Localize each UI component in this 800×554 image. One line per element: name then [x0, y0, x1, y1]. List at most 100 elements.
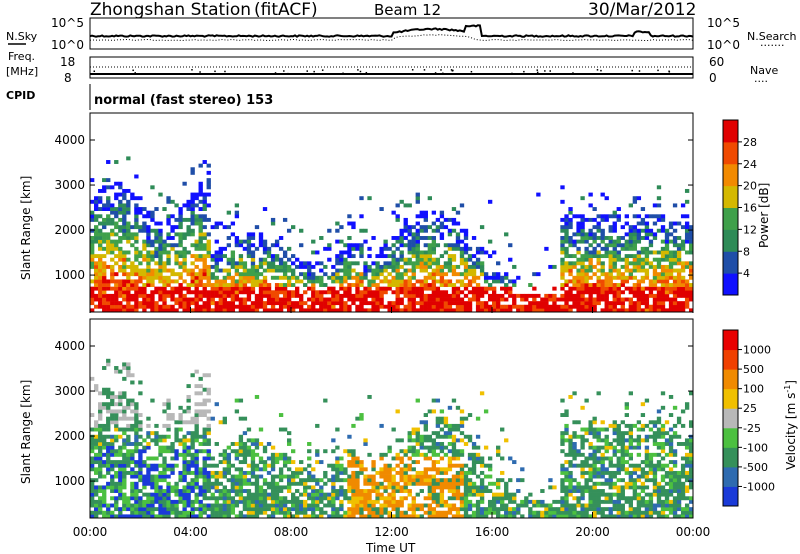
heatmap-cell	[182, 181, 187, 186]
heatmap-cell	[94, 286, 99, 291]
heatmap-cell	[110, 391, 115, 396]
heatmap-cell	[162, 492, 167, 497]
heatmap-cell	[246, 272, 252, 277]
heatmap-cell	[190, 507, 195, 512]
heatmap-cell	[415, 286, 420, 291]
heatmap-cell	[186, 225, 191, 230]
heatmap-cell	[254, 499, 260, 504]
heatmap-cell	[584, 398, 589, 403]
heatmap-cell	[560, 261, 565, 266]
heatmap-cell	[656, 485, 662, 490]
heatmap-cell	[90, 478, 95, 483]
heatmap-cell	[210, 470, 215, 475]
heatmap-cell	[190, 434, 195, 439]
heatmap-cell	[335, 463, 340, 468]
freq-mark	[523, 70, 525, 73]
heatmap-cell	[399, 236, 404, 240]
heatmap-cell	[664, 474, 670, 479]
heatmap-cell	[407, 246, 412, 251]
heatmap-cell	[162, 250, 167, 255]
heatmap-cell	[407, 445, 412, 450]
heatmap-cell	[110, 257, 115, 262]
heatmap-cell	[162, 275, 167, 280]
heatmap-cell	[178, 275, 183, 280]
freq-mark	[313, 70, 315, 73]
heatmap-cell	[186, 420, 191, 425]
heatmap-cell	[656, 272, 662, 277]
heatmap-cell	[286, 442, 292, 446]
heatmap-cell	[508, 456, 513, 461]
heatmap-cell	[98, 442, 103, 446]
heatmap-cell	[110, 514, 115, 519]
heatmap-cell	[600, 192, 605, 197]
heatmap-cell	[588, 452, 593, 457]
heatmap-cell	[479, 264, 485, 269]
heatmap-cell	[451, 507, 457, 512]
heatmap-cell	[483, 507, 489, 512]
heatmap-cell	[110, 394, 115, 399]
heatmap-cell	[266, 456, 272, 461]
heatmap-cell	[463, 283, 469, 287]
heatmap-cell	[154, 496, 159, 501]
freq-mark	[224, 70, 226, 73]
heatmap-cell	[166, 199, 171, 204]
heatmap-cell	[427, 283, 432, 287]
heatmap-cell	[435, 481, 441, 486]
heatmap-cell	[234, 243, 240, 248]
heatmap-cell	[150, 272, 155, 277]
heatmap-cell	[443, 499, 449, 504]
heatmap-cell	[419, 236, 424, 240]
heatmap-cell	[238, 467, 244, 472]
heatmap-cell	[347, 214, 352, 219]
heatmap-cell	[254, 304, 260, 309]
heatmap-cell	[656, 279, 662, 284]
heatmap-cell	[339, 297, 344, 302]
heatmap-cell	[122, 192, 127, 197]
heatmap-cell	[628, 228, 633, 233]
heatmap-cell	[435, 228, 441, 233]
heatmap-cell	[146, 301, 151, 306]
heatmap-cell	[146, 236, 151, 240]
heatmap-cell	[435, 217, 441, 222]
heatmap-cell	[600, 286, 605, 291]
heatmap-cell	[467, 492, 473, 497]
heatmap-cell	[483, 275, 489, 280]
heatmap-cell	[684, 283, 690, 287]
heatmap-cell	[636, 304, 642, 309]
heatmap-cell	[291, 474, 296, 479]
heatmap-cell	[206, 507, 211, 512]
heatmap-cell	[411, 293, 416, 298]
heatmap-cell	[580, 442, 585, 446]
heatmap-cell	[504, 510, 509, 515]
heatmap-cell	[564, 221, 569, 226]
heatmap-cell	[580, 452, 585, 457]
heatmap-cell	[291, 492, 296, 497]
heatmap-cell	[246, 275, 252, 280]
heatmap-cell	[234, 279, 240, 284]
heatmap-cell	[178, 478, 183, 483]
heatmap-cell	[166, 290, 171, 295]
heatmap-cell	[174, 463, 179, 468]
heatmap-cell	[134, 203, 139, 208]
heatmap-cell	[648, 214, 654, 219]
heatmap-cell	[616, 207, 621, 211]
heatmap-cell	[210, 308, 215, 313]
heatmap-cell	[218, 496, 223, 501]
heatmap-cell	[624, 514, 629, 519]
heatmap-cell	[130, 489, 135, 493]
heatmap-cell	[435, 452, 441, 457]
heatmap-cell	[186, 207, 191, 211]
heatmap-cell	[154, 478, 159, 483]
heatmap-cell	[311, 478, 316, 483]
heatmap-cell	[222, 492, 227, 497]
heatmap-cell	[391, 489, 396, 493]
heatmap-cell	[684, 261, 690, 266]
heatmap-cell	[568, 293, 573, 298]
heatmap-cell	[118, 236, 123, 240]
heatmap-cell	[624, 257, 629, 262]
heatmap-cell	[242, 478, 248, 483]
heatmap-cell	[411, 445, 416, 450]
heatmap-cell	[303, 467, 308, 472]
heatmap-cell	[471, 460, 477, 465]
heatmap-cell	[672, 452, 678, 457]
